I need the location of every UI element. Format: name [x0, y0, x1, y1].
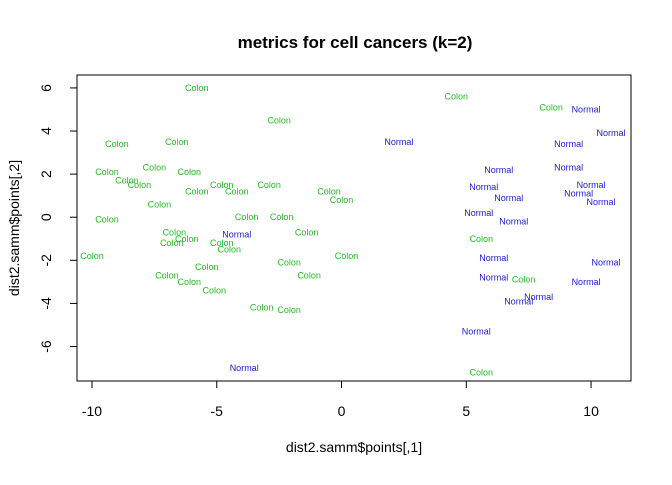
point-label-normal: Normal [577, 180, 606, 190]
point-label-normal: Normal [464, 208, 493, 218]
point-label-normal: Normal [524, 292, 553, 302]
point-label-normal: Normal [222, 229, 251, 239]
point-label-colon: Colon [148, 199, 172, 209]
y-tick-label: -6 [38, 340, 54, 353]
point-label-colon: Colon [160, 238, 184, 248]
y-tick-label: 4 [38, 127, 54, 135]
point-label-colon: Colon [178, 277, 202, 287]
point-label-colon: Colon [185, 186, 209, 196]
y-tick-label: -4 [38, 297, 54, 310]
point-label-normal: Normal [462, 326, 491, 336]
point-label-normal: Normal [564, 189, 593, 199]
x-tick-label: -10 [82, 403, 102, 419]
point-label-colon: Colon [277, 257, 301, 267]
point-label-normal: Normal [230, 363, 259, 373]
point-label-normal: Normal [504, 296, 533, 306]
point-label-colon: Colon [335, 251, 359, 261]
point-label-colon: Colon [277, 305, 301, 315]
point-label-colon: Colon [295, 227, 319, 237]
point-label-colon: Colon [297, 270, 321, 280]
point-label-normal: Normal [494, 193, 523, 203]
point-label-normal: Normal [592, 257, 621, 267]
point-label-colon: Colon [80, 251, 104, 261]
point-label-colon: Colon [539, 102, 563, 112]
point-label-normal: Normal [554, 163, 583, 173]
point-label-normal: Normal [484, 165, 513, 175]
point-label-colon: Colon [143, 163, 167, 173]
y-tick-label: -2 [38, 254, 54, 267]
point-label-normal: Normal [479, 273, 508, 283]
point-label-colon: Colon [128, 180, 152, 190]
y-tick-label: 6 [38, 84, 54, 92]
point-label-colon: Colon [202, 285, 226, 295]
chart-title: metrics for cell cancers (k=2) [238, 33, 473, 52]
point-label-colon: Colon [175, 234, 199, 244]
point-label-colon: Colon [470, 367, 494, 377]
x-axis-label: dist2.samm$points[,1] [286, 439, 422, 455]
point-label-normal: Normal [597, 128, 626, 138]
y-tick-label: 0 [38, 213, 54, 221]
point-label-colon: Colon [250, 303, 274, 313]
y-tick-label: 2 [38, 170, 54, 178]
y-axis-label: dist2.samm$points[,2] [6, 160, 22, 296]
point-label-colon: Colon [155, 270, 179, 280]
point-label-colon: Colon [163, 227, 187, 237]
point-label-normal: Normal [572, 104, 601, 114]
point-label-colon: Colon [105, 139, 129, 149]
point-label-colon: Colon [445, 92, 469, 102]
point-label-colon: Colon [95, 167, 119, 177]
point-label-colon: Colon [210, 238, 234, 248]
x-axis: -10 -5 0 5 10 [82, 380, 599, 419]
point-label-normal: Normal [587, 197, 616, 207]
point-label-colon: Colon [270, 212, 294, 222]
point-label-colon: Colon [178, 167, 202, 177]
point-label-colon: Colon [115, 176, 139, 186]
point-label-colon: Colon [217, 245, 241, 255]
x-tick-label: 0 [338, 403, 346, 419]
point-label-colon: Colon [185, 83, 209, 93]
y-axis: -6 -4 -2 0 2 4 6 [38, 84, 78, 353]
point-label-normal: Normal [479, 253, 508, 263]
point-label-normal: Normal [499, 217, 528, 227]
point-label-normal: Normal [554, 139, 583, 149]
point-label-colon: Colon [225, 186, 249, 196]
point-label-colon: Colon [210, 180, 234, 190]
x-tick-label: 5 [462, 403, 470, 419]
point-label-colon: Colon [317, 186, 341, 196]
point-label-colon: Colon [470, 234, 494, 244]
point-label-colon: Colon [330, 195, 354, 205]
x-tick-label: -5 [211, 403, 224, 419]
point-label-colon: Colon [267, 115, 291, 125]
plot-area-border [76, 74, 632, 382]
point-label-colon: Colon [512, 275, 536, 285]
x-tick-label: 10 [583, 403, 599, 419]
point-label-colon: Colon [95, 214, 119, 224]
point-label-colon: Colon [235, 212, 259, 222]
point-label-colon: Colon [165, 137, 189, 147]
point-label-normal: Normal [384, 137, 413, 147]
point-label-normal: Normal [469, 182, 498, 192]
point-label-colon: Colon [257, 180, 281, 190]
point-label-colon: Colon [195, 262, 219, 272]
point-label-normal: Normal [572, 277, 601, 287]
